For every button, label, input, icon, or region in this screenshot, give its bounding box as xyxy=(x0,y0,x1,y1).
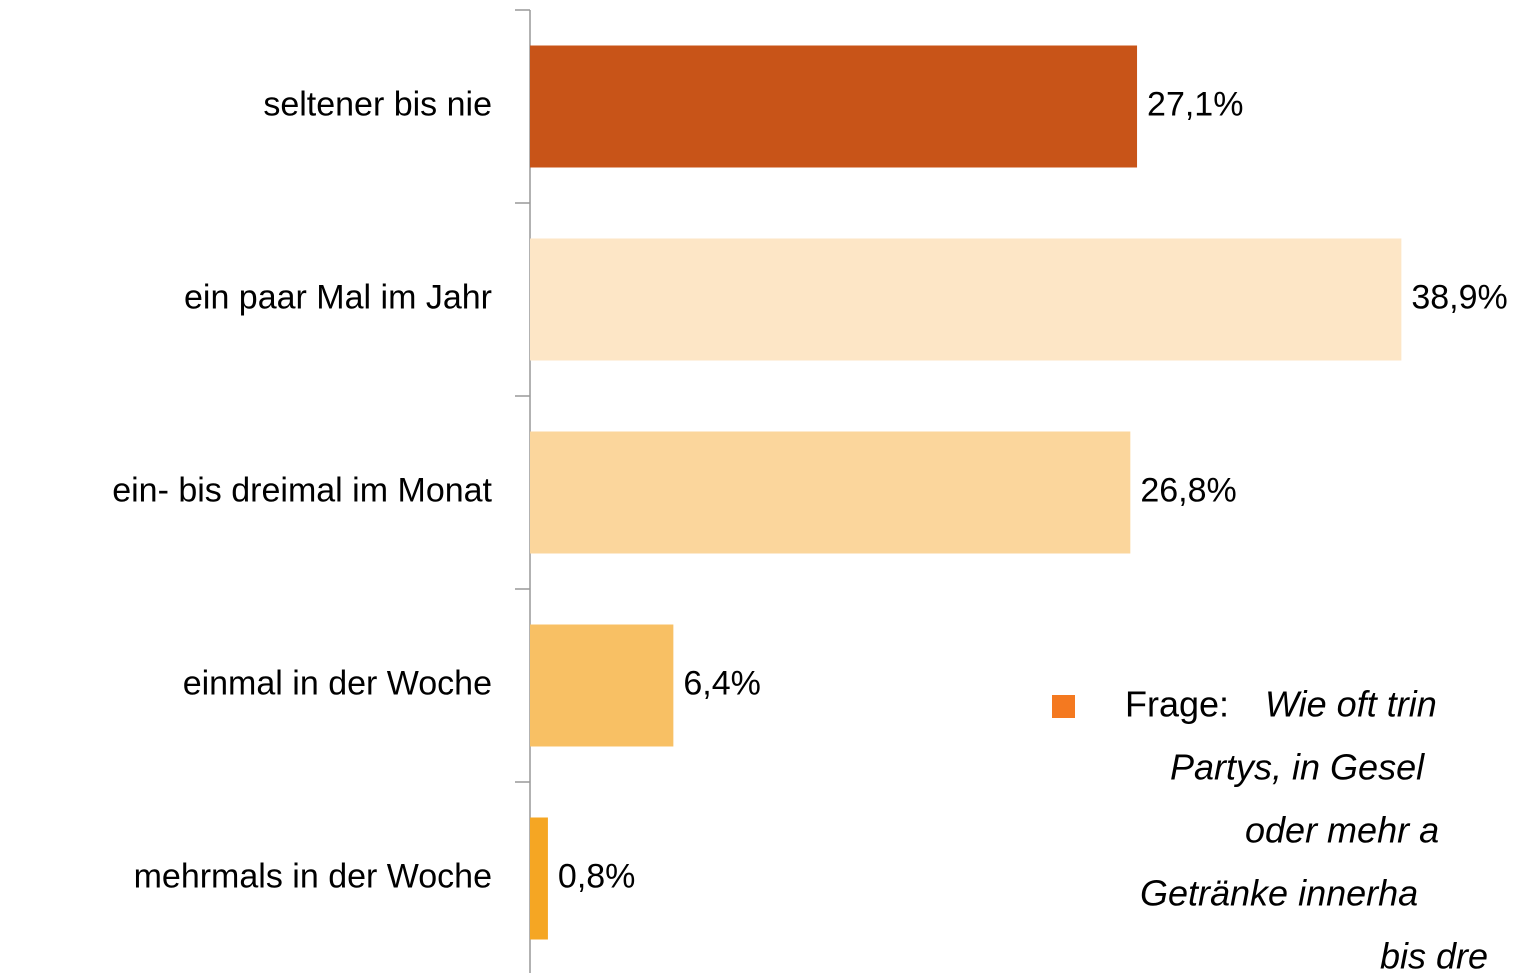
category-label: einmal in der Woche xyxy=(183,664,492,702)
annotation-line: Wie oft trin xyxy=(1265,684,1437,725)
value-label: 0,8% xyxy=(558,857,636,895)
annotation-line: Partys, in Gesel xyxy=(1170,747,1425,788)
category-label: mehrmals in der Woche xyxy=(134,857,492,895)
category-label: ein- bis dreimal im Monat xyxy=(112,471,492,509)
bar xyxy=(530,817,548,940)
value-label: 38,9% xyxy=(1411,278,1507,316)
category-label: ein paar Mal im Jahr xyxy=(184,278,492,316)
bullet xyxy=(1052,695,1075,718)
value-label: 27,1% xyxy=(1147,85,1243,123)
annotation-label: Frage: xyxy=(1125,684,1229,725)
bar xyxy=(530,45,1138,168)
category-label: seltener bis nie xyxy=(263,85,492,123)
bar xyxy=(530,624,674,747)
annotation-line: oder mehr a xyxy=(1245,810,1439,851)
value-label: 26,8% xyxy=(1140,471,1236,509)
annotation-line: Getränke innerha xyxy=(1140,873,1418,914)
bar xyxy=(530,238,1402,361)
value-label: 6,4% xyxy=(683,664,761,702)
annotation-line: bis dre xyxy=(1380,936,1488,973)
bar xyxy=(530,431,1131,554)
